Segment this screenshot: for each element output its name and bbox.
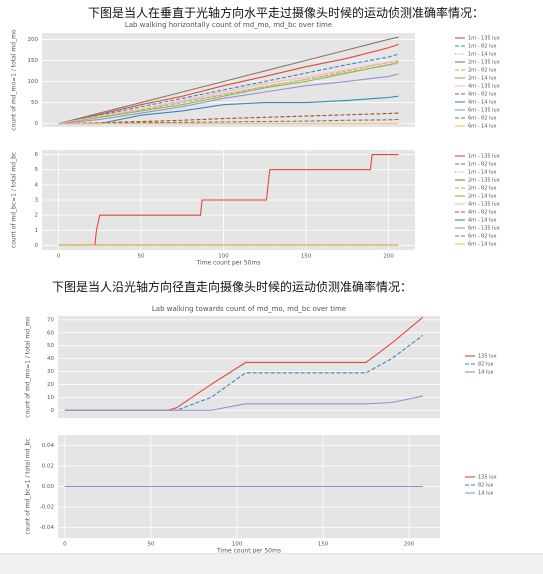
legend-label: 1m - 14 lux <box>468 52 497 58</box>
legend-label: 1m - 82 lux <box>468 162 497 168</box>
series-line <box>58 154 399 246</box>
legend-label: 6m - 14 lux <box>468 124 497 130</box>
y-tick-label: 4 <box>35 182 39 188</box>
x-tick-label: 200 <box>383 254 394 260</box>
series-line <box>58 59 399 125</box>
legend-label: 4m - 135 lux <box>468 84 500 90</box>
legend-label: 4m - 135 lux <box>468 202 500 208</box>
legend-label: 2m - 82 lux <box>468 68 497 74</box>
y-axis-label: count of md_bc=1 / total md_bc <box>11 152 18 248</box>
legend-label: 4m - 14 lux <box>468 218 497 224</box>
heading: 下图是当人在垂直于光轴方向水平走过摄像头时候的运动侦测准确率情况： <box>88 6 485 20</box>
y-tick-label: -0.02 <box>40 505 54 511</box>
y-tick-label: 60 <box>47 330 54 336</box>
x-axis-label: Time count per 50ms <box>216 548 281 554</box>
x-tick-label: 50 <box>147 542 154 548</box>
legend-label: 82 lux <box>478 362 494 368</box>
y-tick-label: 1 <box>35 228 39 234</box>
legend-label: 6m - 82 lux <box>468 234 497 240</box>
y-tick-label: 0.00 <box>42 484 55 490</box>
footer-bar <box>0 553 543 574</box>
series-line <box>58 36 399 125</box>
y-axis-label: count of md_mo=1 / total md_mo <box>25 316 32 418</box>
y-tick-label: 0 <box>35 243 39 249</box>
legend-label: 6m - 135 lux <box>468 226 500 232</box>
heading: 下图是当人沿光轴方向径直走向摄像头时候的运动侦测准确率情况： <box>52 280 413 294</box>
y-tick-label: 0 <box>35 121 39 127</box>
y-tick-label: 100 <box>28 79 39 85</box>
y-tick-label: 0 <box>51 408 55 414</box>
series-line <box>58 95 399 125</box>
series-line <box>64 395 423 411</box>
y-tick-label: 0.04 <box>42 443 55 449</box>
y-tick-label: 30 <box>47 369 54 375</box>
series-line <box>64 316 424 411</box>
series-line <box>58 73 399 125</box>
x-tick-label: 100 <box>232 542 243 548</box>
y-tick-label: 0.02 <box>42 463 54 469</box>
series-line <box>58 112 399 125</box>
legend-label: 6m - 135 lux <box>468 108 500 114</box>
legend-label: 135 lux <box>478 475 497 481</box>
y-tick-label: 5 <box>35 167 39 173</box>
x-axis-label: Time count per 50ms <box>196 260 261 267</box>
y-tick-label: 50 <box>31 100 38 106</box>
legend-label: 1m - 135 lux <box>468 36 500 42</box>
y-tick-label: 20 <box>47 382 54 388</box>
y-axis-label: count of md_bc=1 / total md_bc <box>25 438 32 534</box>
x-tick-label: 150 <box>301 254 312 260</box>
y-tick-label: 200 <box>28 37 39 43</box>
legend-label: 2m - 14 lux <box>468 76 497 82</box>
x-tick-label: 150 <box>318 542 329 548</box>
legend-label: 4m - 82 lux <box>468 92 497 98</box>
y-tick-label: 40 <box>47 356 54 362</box>
y-tick-label: 6 <box>35 152 39 158</box>
y-tick-label: 70 <box>47 317 54 323</box>
series-line <box>58 61 399 125</box>
y-tick-label: 50 <box>47 343 54 349</box>
series-line <box>64 334 424 411</box>
y-tick-label: 2 <box>35 213 39 219</box>
x-tick-label: 200 <box>404 542 415 548</box>
legend-label: 4m - 82 lux <box>468 210 497 216</box>
x-tick-label: 100 <box>218 254 229 260</box>
legend-label: 1m - 135 lux <box>468 154 500 160</box>
x-tick-label: 0 <box>57 254 61 260</box>
x-tick-label: 50 <box>138 254 145 260</box>
charts: Lab walking horizontally count of md_mo,… <box>11 21 500 554</box>
legend-label: 6m - 82 lux <box>468 116 497 122</box>
legend-label: 82 lux <box>478 483 494 489</box>
y-tick-label: 150 <box>28 58 39 64</box>
y-tick-label: -0.04 <box>40 525 55 531</box>
legend-label: 2m - 135 lux <box>468 178 500 184</box>
legend-label: 135 lux <box>478 354 497 360</box>
x-tick-label: 0 <box>63 542 67 548</box>
y-tick-label: 3 <box>35 198 39 204</box>
legend-label: 14 lux <box>478 370 494 376</box>
legend-label: 2m - 14 lux <box>468 194 497 200</box>
y-axis-label: count of md_mo=1 / total md_mo <box>11 29 18 131</box>
legend-label: 2m - 135 lux <box>468 60 500 66</box>
legend-label: 6m - 14 lux <box>468 242 497 248</box>
legend-label: 2m - 82 lux <box>468 186 497 192</box>
chart-title: Lab walking towards count of md_mo, md_b… <box>152 305 346 313</box>
legend-label: 14 lux <box>478 491 494 497</box>
legend-label: 4m - 14 lux <box>468 100 497 106</box>
legend-label: 1m - 82 lux <box>468 44 497 50</box>
y-tick-label: 10 <box>47 395 54 401</box>
series-line <box>58 53 399 125</box>
series-line <box>58 118 399 125</box>
series-line <box>58 43 399 125</box>
legend-label: 1m - 14 lux <box>468 170 497 176</box>
chart-title: Lab walking horizontally count of md_mo,… <box>125 21 332 29</box>
